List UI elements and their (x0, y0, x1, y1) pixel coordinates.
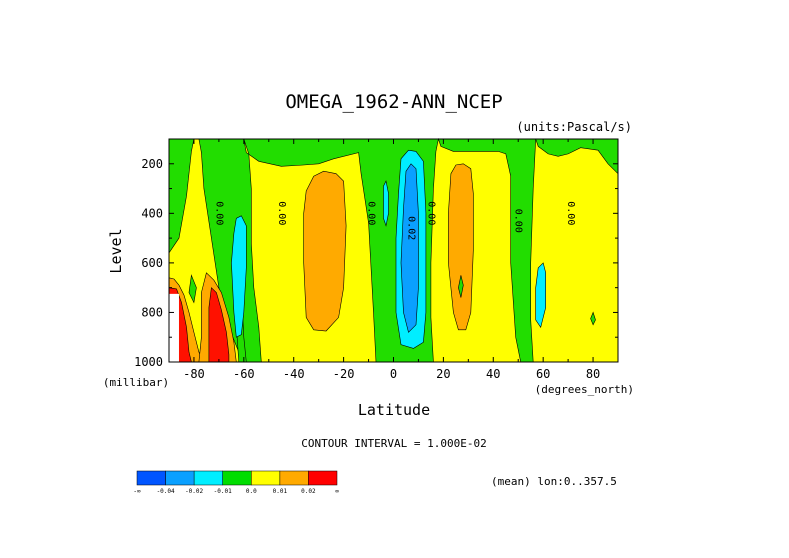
x-tick-label: 80 (586, 367, 600, 381)
cyan-region (535, 262, 546, 329)
contour-label: 0.00 (565, 201, 576, 225)
green-region (188, 274, 197, 304)
orange-region (448, 163, 474, 331)
contour-interval-text: CONTOUR INTERVAL = 1.000E-02 (301, 437, 486, 450)
x-tick-label: 20 (436, 367, 450, 381)
legend-swatch (308, 470, 338, 486)
below-ground-mask (169, 293, 179, 362)
chart-title: OMEGA_1962-ANN_NCEP (285, 91, 502, 113)
x-tick-label: -60 (233, 367, 255, 381)
contour-label: 0.00 (213, 201, 224, 225)
x-axis-label: Latitude (358, 401, 430, 419)
yellow-region (430, 137, 522, 363)
legend-label: ∞ (335, 488, 339, 495)
legend-swatch (222, 470, 252, 486)
legend-swatch (136, 470, 166, 486)
contour-label: 0.00 (366, 201, 377, 225)
y-tick-label: 600 (141, 256, 163, 270)
subset-text: (mean) lon:0..357.5 (491, 475, 617, 488)
x-tick-label: 40 (486, 367, 500, 381)
cyan-region (231, 215, 247, 338)
cyan-region (383, 180, 389, 227)
units-label: (units:Pascal/s) (516, 120, 632, 134)
plot-area: 0.00 0.00 0.00 0.02 0.00 0.00 0.00 -80 -60 -40 -2… (134, 137, 619, 381)
x-tick-label: -40 (283, 367, 305, 381)
x-axis-ticks: -80 -60 -40 -20 0 20 40 60 80 (168, 139, 619, 381)
contour-label: 0.02 (406, 216, 417, 240)
x-tick-label: -80 (183, 367, 205, 381)
legend-label: -0.02 (185, 488, 203, 495)
legend-label: -0.04 (157, 488, 175, 495)
y-tick-label: 800 (141, 305, 163, 319)
green-region (590, 311, 596, 326)
legend-label: 0.02 (301, 488, 316, 495)
color-legend: -∞ -0.04 -0.02 -0.01 0.0 0.01 0.02 ∞ (133, 470, 339, 495)
contour-label: 0.00 (425, 201, 436, 225)
blue-region (400, 163, 419, 333)
legend-swatch (165, 470, 195, 486)
legend-label: 0.0 (246, 488, 257, 495)
legend-label: -∞ (133, 488, 141, 495)
y-axis-ticks: 200 400 600 800 1000 (134, 138, 618, 369)
contour-fills (168, 137, 619, 363)
y-tick-label: 400 (141, 206, 163, 220)
x-unit-label: (degrees_north) (535, 383, 634, 396)
legend-swatch (193, 470, 223, 486)
y-axis-label: Level (107, 228, 125, 273)
legend-swatch (251, 470, 281, 486)
y-tick-label: 1000 (134, 355, 163, 369)
x-tick-label: 0 (390, 367, 397, 381)
x-tick-label: 60 (536, 367, 550, 381)
orange-region (303, 170, 347, 332)
y-tick-label: 200 (141, 157, 163, 171)
x-tick-label: -20 (333, 367, 355, 381)
legend-swatch (279, 470, 309, 486)
green-region (458, 275, 464, 298)
contour-labels: 0.00 0.00 0.00 0.02 0.00 0.00 0.00 (213, 201, 576, 240)
contour-label: 0.00 (513, 209, 524, 233)
red-region (208, 287, 230, 363)
legend-label: -0.01 (214, 488, 232, 495)
yellow-region (530, 138, 619, 363)
y-unit-label: (millibar) (103, 376, 169, 389)
legend-label: 0.01 (273, 488, 288, 495)
contour-label: 0.00 (276, 201, 287, 225)
